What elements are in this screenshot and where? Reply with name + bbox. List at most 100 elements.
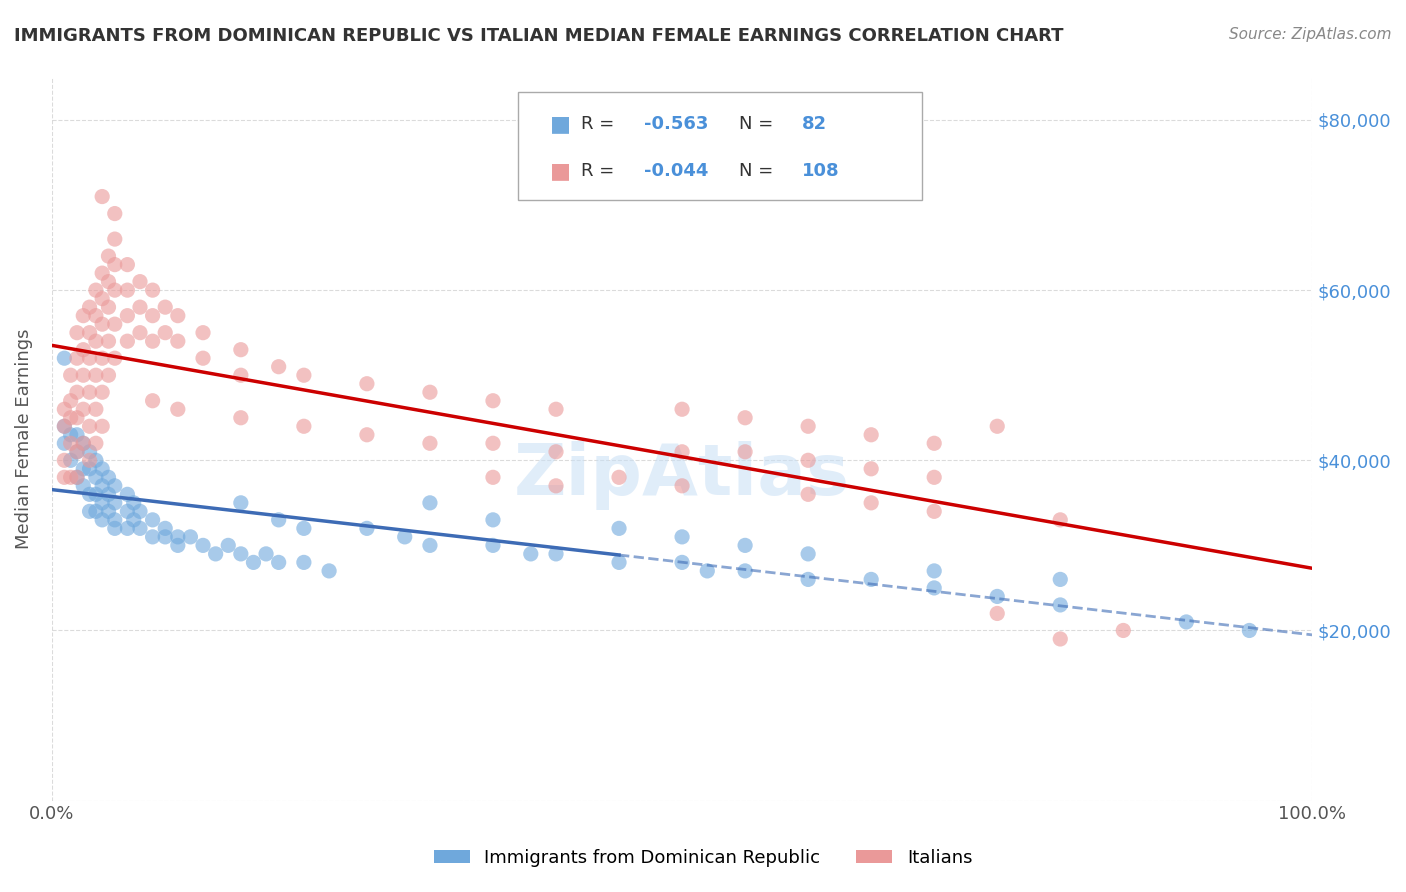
Point <box>419 538 441 552</box>
Point <box>544 402 567 417</box>
Point <box>1239 624 1261 638</box>
Point <box>229 343 252 357</box>
Point <box>267 555 290 569</box>
Point <box>217 538 239 552</box>
Point <box>84 283 107 297</box>
Point <box>97 300 120 314</box>
Point <box>66 410 89 425</box>
Point <box>482 393 505 408</box>
Point <box>166 309 188 323</box>
Point <box>142 513 165 527</box>
Point <box>166 334 188 348</box>
Point <box>79 326 101 340</box>
Point <box>84 504 107 518</box>
Point <box>104 283 127 297</box>
Text: -0.044: -0.044 <box>644 162 709 180</box>
Point <box>104 317 127 331</box>
Point <box>520 547 543 561</box>
Point <box>129 521 152 535</box>
Point <box>117 334 139 348</box>
Point <box>922 564 945 578</box>
Text: Source: ZipAtlas.com: Source: ZipAtlas.com <box>1229 27 1392 42</box>
Point <box>72 402 94 417</box>
Legend: Immigrants from Dominican Republic, Italians: Immigrants from Dominican Republic, Ital… <box>426 842 980 874</box>
Point <box>97 334 120 348</box>
Point <box>419 385 441 400</box>
Point <box>59 436 82 450</box>
Point <box>72 436 94 450</box>
Point <box>142 393 165 408</box>
Point <box>292 521 315 535</box>
Point <box>607 470 630 484</box>
Point <box>155 326 177 340</box>
Point <box>104 258 127 272</box>
Point <box>84 470 107 484</box>
Point <box>59 393 82 408</box>
Point <box>191 351 214 366</box>
Point <box>53 453 76 467</box>
Point <box>104 232 127 246</box>
Point <box>155 530 177 544</box>
Point <box>97 470 120 484</box>
Point <box>860 496 883 510</box>
Point <box>356 427 378 442</box>
Point <box>696 564 718 578</box>
Point <box>53 470 76 484</box>
Point <box>229 496 252 510</box>
Point <box>356 521 378 535</box>
Point <box>155 300 177 314</box>
Point <box>129 275 152 289</box>
Point <box>179 530 201 544</box>
Point <box>84 436 107 450</box>
Point <box>922 470 945 484</box>
Point <box>59 470 82 484</box>
Point <box>84 402 107 417</box>
Point <box>254 547 277 561</box>
Point <box>922 581 945 595</box>
Point <box>84 309 107 323</box>
Point <box>191 326 214 340</box>
Point <box>72 436 94 450</box>
FancyBboxPatch shape <box>519 92 921 201</box>
Point <box>59 427 82 442</box>
Point <box>84 453 107 467</box>
Point <box>79 419 101 434</box>
Text: ■: ■ <box>550 114 571 135</box>
Point <box>129 300 152 314</box>
Point <box>53 436 76 450</box>
Point <box>671 444 693 458</box>
Text: R =: R = <box>581 162 620 180</box>
Point <box>986 590 1008 604</box>
Point <box>122 496 145 510</box>
Point <box>79 385 101 400</box>
Point <box>79 453 101 467</box>
Point <box>97 275 120 289</box>
Point <box>292 555 315 569</box>
Point <box>104 496 127 510</box>
Point <box>66 470 89 484</box>
Point <box>1049 598 1071 612</box>
Point <box>79 462 101 476</box>
Text: ZipAtlas: ZipAtlas <box>515 441 851 509</box>
Point <box>607 555 630 569</box>
Point <box>66 444 89 458</box>
Point <box>734 564 756 578</box>
Point <box>671 402 693 417</box>
Point <box>79 351 101 366</box>
Point <box>482 538 505 552</box>
Point <box>53 419 76 434</box>
Point <box>122 513 145 527</box>
Point <box>91 462 114 476</box>
Point <box>797 453 820 467</box>
Point <box>72 479 94 493</box>
Point <box>419 436 441 450</box>
Point <box>79 504 101 518</box>
Point <box>117 504 139 518</box>
Point <box>1049 513 1071 527</box>
Y-axis label: Median Female Earnings: Median Female Earnings <box>15 329 32 549</box>
Point <box>79 300 101 314</box>
Text: 82: 82 <box>801 115 827 134</box>
Point <box>117 521 139 535</box>
Point <box>267 513 290 527</box>
Point <box>117 258 139 272</box>
